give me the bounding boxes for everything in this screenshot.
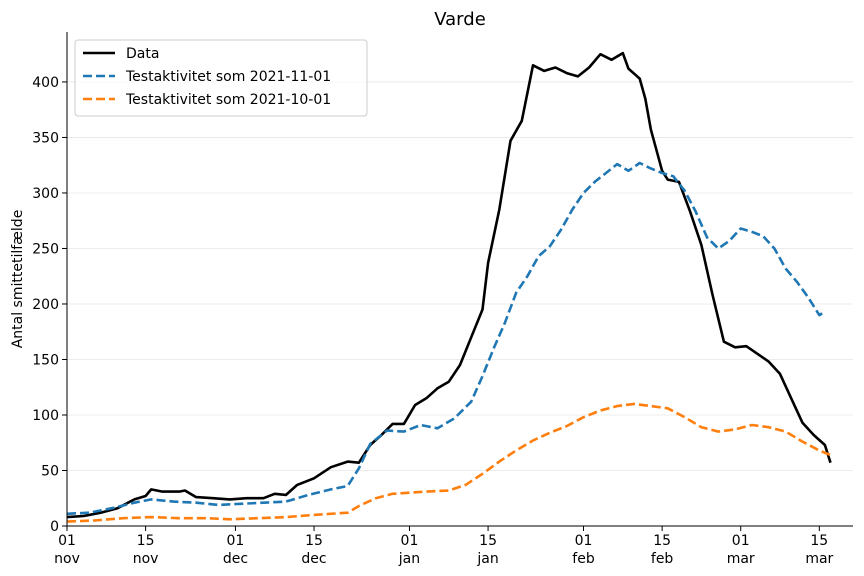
x-tick-day-label: 15 bbox=[479, 533, 497, 549]
y-tick-label: 100 bbox=[32, 408, 59, 424]
x-tick-month-label: jan bbox=[398, 551, 420, 567]
x-tick-day-label: 01 bbox=[732, 533, 750, 549]
legend: Data Testaktivitet som 2021-11-01 Testakti… bbox=[74, 39, 368, 117]
y-tick-label: 150 bbox=[32, 352, 59, 368]
legend-box bbox=[74, 39, 368, 117]
x-tick-day-label: 01 bbox=[58, 533, 76, 549]
x-tick-day-label: 15 bbox=[305, 533, 323, 549]
y-tick-label: 400 bbox=[32, 75, 59, 91]
x-tick-month-label: mar bbox=[727, 551, 755, 567]
axes bbox=[66, 32, 853, 527]
y-tick-label: 0 bbox=[50, 519, 59, 535]
y-tick-label: 250 bbox=[32, 241, 59, 257]
y-tick-label: 300 bbox=[32, 186, 59, 202]
legend-label: Testaktivitet som 2021-10-01 bbox=[125, 92, 331, 108]
x-tick-month-label: feb bbox=[651, 551, 674, 567]
legend-label: Data bbox=[126, 46, 159, 62]
x-tick-month-label: dec bbox=[223, 551, 248, 567]
x-tick-month-label: dec bbox=[301, 551, 326, 567]
x-tick-day-label: 01 bbox=[227, 533, 245, 549]
x-tick-day-label: 15 bbox=[137, 533, 155, 549]
legend-label: Testaktivitet som 2021-11-01 bbox=[125, 69, 331, 85]
chart-title: Varde bbox=[434, 9, 486, 30]
series-line-testaktivitet-2021-11-01 bbox=[66, 161, 826, 516]
tick-layer: 0 50 100 150 200 250 300 350 400 01 nov 15 nov 01 dec 1… bbox=[32, 75, 833, 567]
gridlines bbox=[67, 81, 853, 471]
y-tick-label: 50 bbox=[41, 463, 59, 479]
x-tick-day-label: 01 bbox=[401, 533, 419, 549]
x-tick-month-label: jan bbox=[476, 551, 498, 567]
y-tick-label: 200 bbox=[32, 297, 59, 313]
y-tick-label: 350 bbox=[32, 130, 59, 146]
series-layer bbox=[66, 51, 832, 523]
x-tick-day-label: 15 bbox=[653, 533, 671, 549]
series-line-data bbox=[66, 51, 832, 519]
x-tick-day-label: 15 bbox=[810, 533, 828, 549]
series-line-testaktivitet-2021-10-01 bbox=[66, 402, 831, 523]
x-tick-month-label: feb bbox=[572, 551, 595, 567]
x-tick-month-label: nov bbox=[54, 551, 80, 567]
y-axis-label: Antal smittetilfælde bbox=[10, 210, 26, 349]
x-tick-month-label: mar bbox=[805, 551, 833, 567]
x-tick-day-label: 01 bbox=[575, 533, 593, 549]
x-tick-month-label: nov bbox=[133, 551, 159, 567]
